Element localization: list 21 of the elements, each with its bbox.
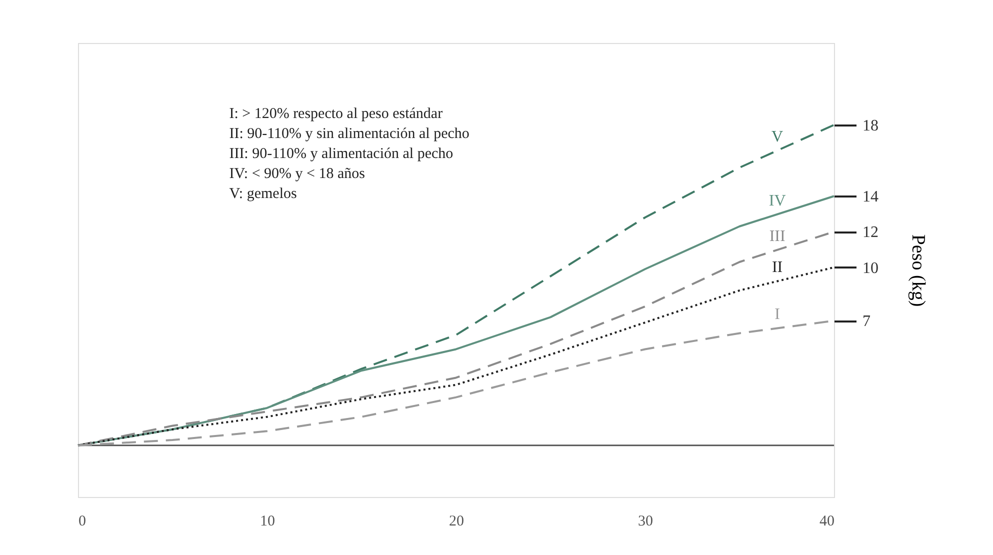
y-tick-label: 7 [862, 313, 870, 330]
y-tick-label: 14 [862, 188, 878, 206]
x-tick-label: 40 [820, 514, 834, 530]
y-tick-label: 18 [862, 117, 878, 134]
series-label: II [772, 259, 783, 276]
x-tick-label: 0 [78, 514, 86, 530]
x-tick-label: 10 [260, 514, 275, 530]
x-tick-label: 20 [449, 514, 464, 530]
series-label: IV [768, 192, 786, 210]
annotation: III: 90-110% y alimentación al pecho [229, 146, 454, 162]
annotation: I: > 120% respecto al peso estándar [229, 106, 443, 122]
annotation: IV: < 90% y < 18 años [229, 166, 366, 182]
series-label: III [769, 228, 786, 245]
series-label: I [774, 306, 780, 324]
x-tick-label: 30 [638, 514, 653, 530]
y-axis-title: Peso (kg) [908, 234, 928, 307]
annotation: II: 90-110% y sin alimentación al pecho [229, 126, 470, 142]
annotation: V: gemelos [229, 186, 297, 202]
y-tick-label: 10 [862, 260, 878, 277]
series-label: V [772, 128, 784, 146]
y-tick-label: 12 [862, 224, 878, 242]
